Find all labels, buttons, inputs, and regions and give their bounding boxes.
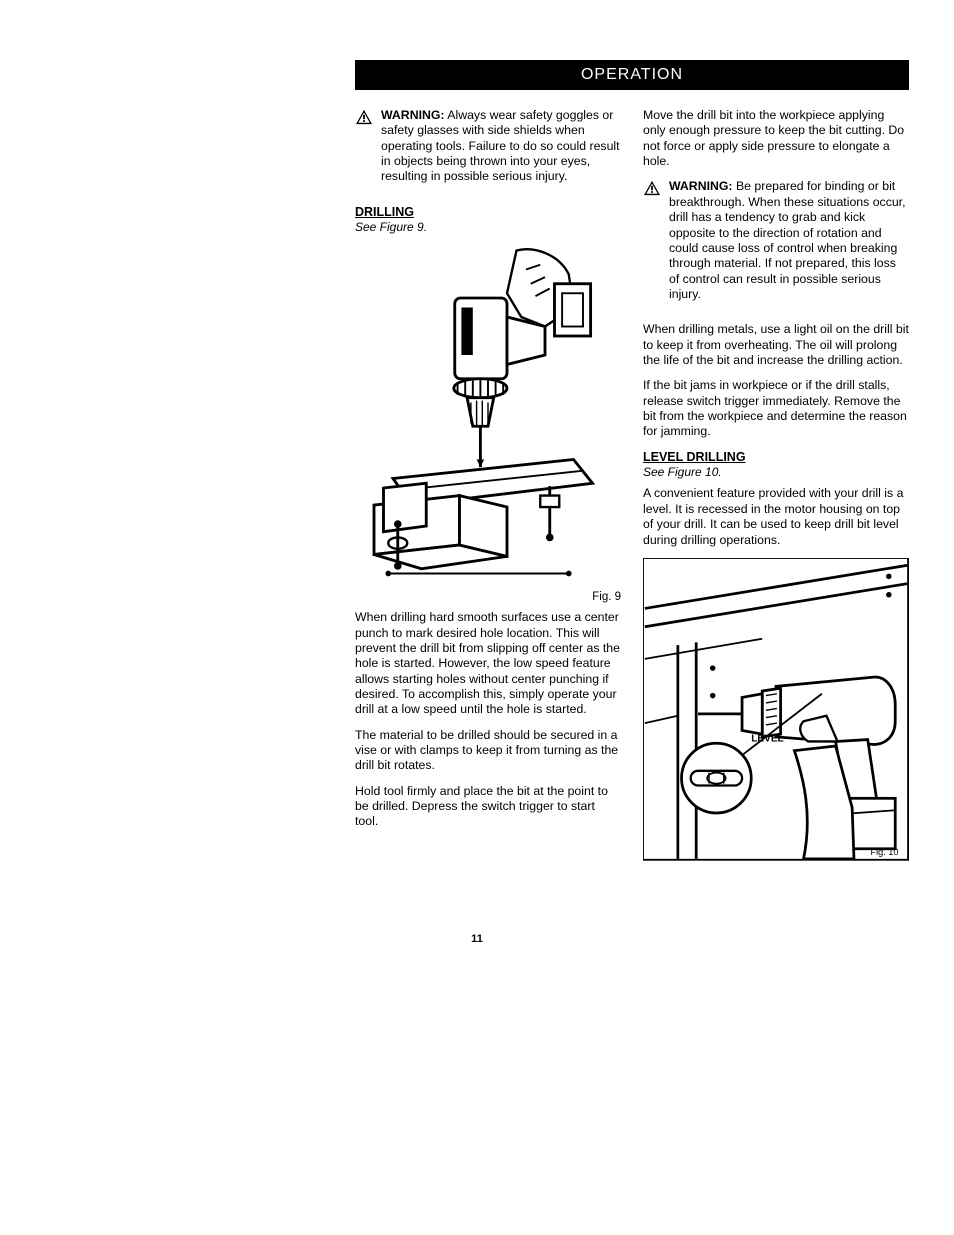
drilling-see-figure: See Figure 9. [355, 220, 621, 235]
warning-2-body: Be prepared for binding or bit breakthro… [669, 179, 906, 301]
warning-icon [355, 109, 373, 125]
section-header-bar: OPERATION [355, 60, 909, 90]
figure-9-caption: Fig. 9 [355, 590, 621, 604]
warning-1-label: WARNING: [381, 108, 445, 122]
para-metal-oil: When drilling metals, use a light oil on… [643, 322, 909, 368]
warning-block-1: WARNING: Always wear safety goggles or s… [355, 108, 621, 195]
page: OPERATION WARNING: Always wear safety go… [0, 0, 954, 1235]
para-level-feature: A convenient feature provided with your … [643, 486, 909, 547]
warning-2-text: WARNING: Be prepared for binding or bit … [669, 179, 909, 302]
para-bit-jams: If the bit jams in workpiece or if the d… [643, 378, 909, 439]
figure-10: LEVEL Fig. 10 [643, 558, 909, 865]
para-center-punch: When drilling hard smooth surfaces use a… [355, 610, 621, 718]
figure-9: Fig. 9 [355, 241, 621, 604]
figure-10-illustration: LEVEL Fig. 10 [643, 558, 909, 861]
level-drilling-see-figure: See Figure 10. [643, 465, 909, 480]
figure-10-caption-svg: Fig. 10 [870, 847, 898, 857]
figure-9-illustration [355, 241, 621, 583]
warning-icon [643, 180, 661, 196]
para-move-bit: Move the drill bit into the workpiece ap… [643, 108, 909, 169]
content-columns: WARNING: Always wear safety goggles or s… [45, 108, 909, 871]
warning-1-text: WARNING: Always wear safety goggles or s… [381, 108, 621, 185]
level-label-text: LEVEL [751, 733, 783, 744]
para-secure-material: The material to be drilled should be sec… [355, 728, 621, 774]
page-number: 11 [471, 933, 483, 945]
right-column: Move the drill bit into the workpiece ap… [643, 108, 909, 871]
warning-2-label: WARNING: [669, 179, 733, 193]
drilling-heading: DRILLING [355, 205, 621, 221]
level-drilling-heading: LEVEL DRILLING [643, 450, 909, 466]
warning-block-2: WARNING: Be prepared for binding or bit … [643, 179, 909, 312]
para-hold-tool: Hold tool firmly and place the bit at th… [355, 784, 621, 830]
left-column: WARNING: Always wear safety goggles or s… [355, 108, 621, 871]
